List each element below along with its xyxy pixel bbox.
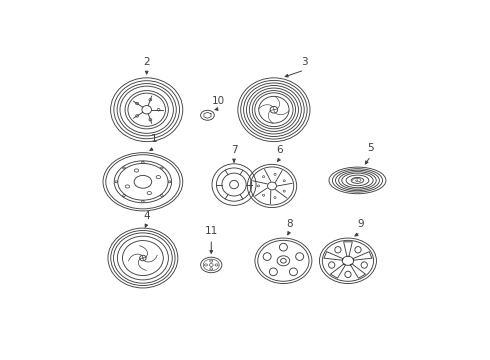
- Text: 8: 8: [286, 219, 293, 229]
- Text: 2: 2: [144, 57, 150, 67]
- Text: 4: 4: [144, 211, 150, 221]
- Text: 5: 5: [368, 143, 374, 153]
- Text: 1: 1: [151, 134, 158, 144]
- Text: 11: 11: [205, 226, 218, 236]
- Text: 6: 6: [276, 145, 283, 156]
- Text: 3: 3: [301, 57, 308, 67]
- Text: 7: 7: [231, 145, 237, 156]
- Text: 10: 10: [212, 95, 225, 105]
- Text: 9: 9: [357, 219, 364, 229]
